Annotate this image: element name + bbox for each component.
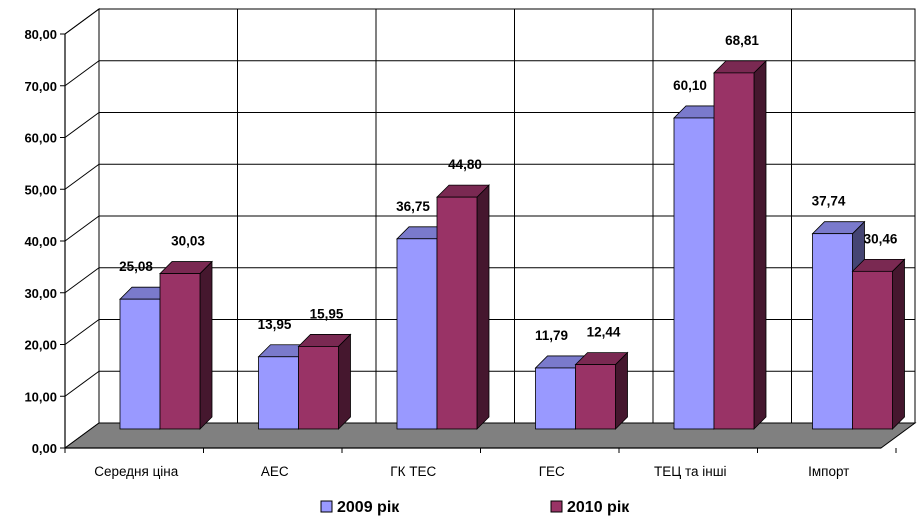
bar-front bbox=[812, 233, 853, 430]
data-label: 11,79 bbox=[535, 328, 568, 343]
legend-swatch bbox=[550, 500, 563, 513]
bar-2010-5 bbox=[851, 258, 906, 430]
gridline-side bbox=[64, 215, 100, 242]
bar-front bbox=[673, 117, 715, 430]
category-label: Імпорт bbox=[808, 464, 849, 479]
gridline-side bbox=[64, 8, 100, 35]
bar-front bbox=[713, 72, 755, 430]
legend-swatch bbox=[320, 500, 333, 513]
data-label: 30,46 bbox=[864, 231, 898, 246]
category-label: ГЕС bbox=[539, 464, 565, 479]
legend-label: 2009 рік bbox=[337, 499, 400, 516]
data-label: 12,44 bbox=[587, 325, 621, 340]
category-label: АЕС bbox=[261, 464, 289, 479]
data-label: 30,03 bbox=[171, 234, 205, 249]
bar-2010-1 bbox=[297, 333, 352, 430]
data-label: 36,75 bbox=[396, 199, 430, 214]
data-label: 15,95 bbox=[310, 306, 344, 321]
y-tick-label: 0,00 bbox=[32, 441, 57, 456]
bar-side bbox=[199, 260, 213, 430]
bar-front bbox=[258, 356, 299, 430]
legend-label: 2010 рік bbox=[567, 499, 630, 516]
bar-side bbox=[338, 333, 351, 430]
legend: 2009 рік 2010 рік bbox=[320, 499, 630, 516]
bar-front bbox=[436, 196, 478, 430]
gridline-side bbox=[64, 319, 100, 345]
gridline-side bbox=[64, 267, 100, 294]
y-tick-label: 40,00 bbox=[24, 234, 57, 249]
bar-side bbox=[753, 59, 767, 430]
bar-front bbox=[119, 298, 161, 430]
y-tick-label: 30,00 bbox=[24, 286, 57, 301]
gridline-side bbox=[64, 60, 100, 87]
bar-front bbox=[535, 367, 576, 430]
bar-front bbox=[396, 238, 438, 430]
bar-front bbox=[298, 346, 339, 430]
bar-2010-3 bbox=[574, 351, 629, 430]
bar-side bbox=[892, 258, 905, 430]
y-tick-label: 20,00 bbox=[24, 338, 57, 353]
y-tick-label: 60,00 bbox=[24, 131, 57, 146]
data-label: 37,74 bbox=[812, 194, 846, 209]
gridline-side bbox=[64, 370, 100, 397]
bar-2010-4 bbox=[713, 59, 767, 430]
category-label: ТЕЦ та інші bbox=[654, 464, 727, 479]
bar-side bbox=[476, 184, 490, 430]
bar-2010-0 bbox=[159, 260, 213, 430]
bar-front bbox=[159, 273, 201, 430]
bar-side bbox=[615, 351, 628, 430]
category-label: Середня ціна bbox=[94, 464, 179, 479]
y-tick-label: 80,00 bbox=[24, 27, 57, 42]
gridline-side bbox=[64, 163, 100, 190]
gridline-side bbox=[64, 112, 100, 138]
data-label: 44,80 bbox=[448, 157, 482, 172]
y-tick-label: 10,00 bbox=[24, 389, 57, 404]
data-label: 68,81 bbox=[725, 33, 759, 48]
data-label: 25,08 bbox=[119, 259, 153, 274]
bar-front bbox=[575, 364, 616, 430]
bar-front bbox=[852, 270, 893, 430]
data-label: 13,95 bbox=[258, 317, 292, 332]
bar-2010-2 bbox=[436, 184, 490, 430]
data-label: 60,10 bbox=[673, 78, 707, 93]
category-label: ГК ТЕС bbox=[390, 464, 436, 479]
y-tick-label: 50,00 bbox=[24, 182, 57, 197]
y-tick-label: 70,00 bbox=[24, 79, 57, 94]
